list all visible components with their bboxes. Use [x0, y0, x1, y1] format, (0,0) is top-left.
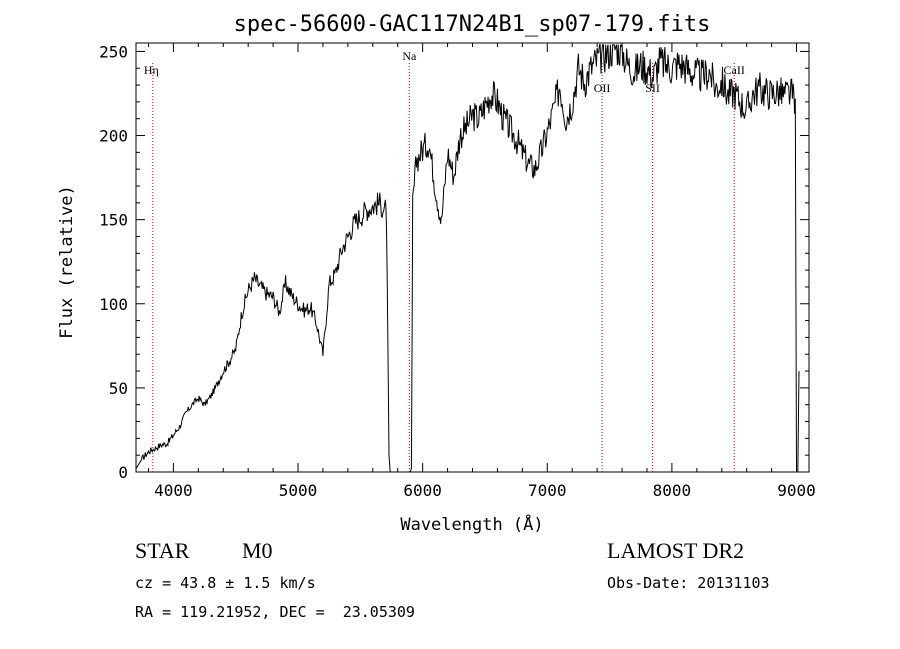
- line-marker-label: Na: [402, 49, 417, 63]
- y-tick-label: 100: [99, 295, 128, 314]
- line-marker-label: CaII: [724, 63, 745, 77]
- coordinates: RA = 119.21952, DEC = 23.05309: [135, 603, 415, 621]
- x-tick-label: 9000: [777, 481, 816, 500]
- object-class: STAR: [135, 538, 190, 563]
- y-tick-label: 50: [109, 379, 128, 398]
- line-marker-label: SII: [645, 81, 660, 95]
- plot-area: 4000 5000 6000 7000 8000 9000 0 50 100 150 200 250 H…: [99, 42, 816, 500]
- x-tick-label: 7000: [528, 481, 567, 500]
- x-tick-label: 6000: [403, 481, 442, 500]
- chart-title: spec-56600-GAC117N24B1_sp07-179.fits: [234, 12, 711, 37]
- x-tick-label: 8000: [653, 481, 692, 500]
- redshift-readout: cz = 43.8 ± 1.5 km/s: [135, 574, 316, 592]
- line-marker-label: OII: [594, 81, 611, 95]
- survey-name: LAMOST DR2: [607, 538, 745, 563]
- subclass: M0: [242, 538, 273, 563]
- y-axis-label: Flux (relative): [57, 185, 77, 339]
- obs-date: Obs-Date: 20131103: [607, 574, 770, 592]
- y-tick-label: 0: [118, 463, 128, 482]
- plot-frame: [135, 42, 810, 473]
- line-marker-label: Hη: [144, 63, 159, 77]
- y-tick-label: 250: [99, 42, 128, 61]
- x-tick-label: 4000: [154, 481, 193, 500]
- y-tick-label: 150: [99, 211, 128, 230]
- x-axis-label: Wavelength (Å): [400, 513, 543, 535]
- x-tick-label: 5000: [279, 481, 318, 500]
- y-tick-label: 200: [99, 127, 128, 146]
- spectrum-line: [135, 44, 800, 473]
